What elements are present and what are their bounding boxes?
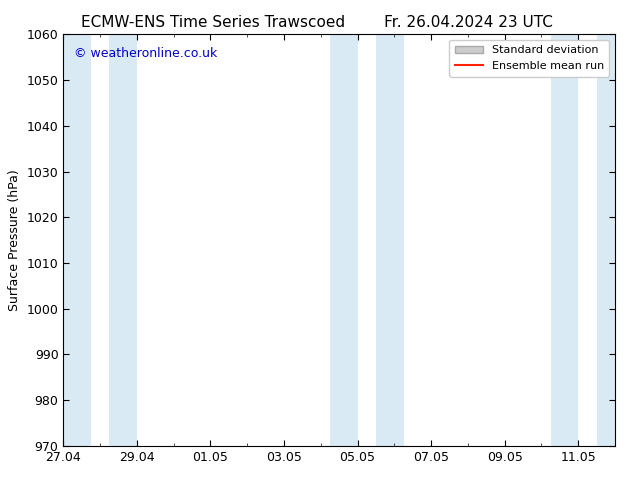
Bar [376, 34, 404, 446]
Y-axis label: Surface Pressure (hPa): Surface Pressure (hPa) [8, 169, 21, 311]
Bar [330, 34, 358, 446]
Text: ECMW-ENS Time Series Trawscoed        Fr. 26.04.2024 23 UTC: ECMW-ENS Time Series Trawscoed Fr. 26.04… [81, 15, 553, 30]
Bar [597, 34, 615, 446]
Bar [551, 34, 578, 446]
Bar [110, 34, 137, 446]
Bar [63, 34, 91, 446]
Legend: Standard deviation, Ensemble mean run: Standard deviation, Ensemble mean run [450, 40, 609, 76]
Text: © weatheronline.co.uk: © weatheronline.co.uk [74, 47, 217, 60]
